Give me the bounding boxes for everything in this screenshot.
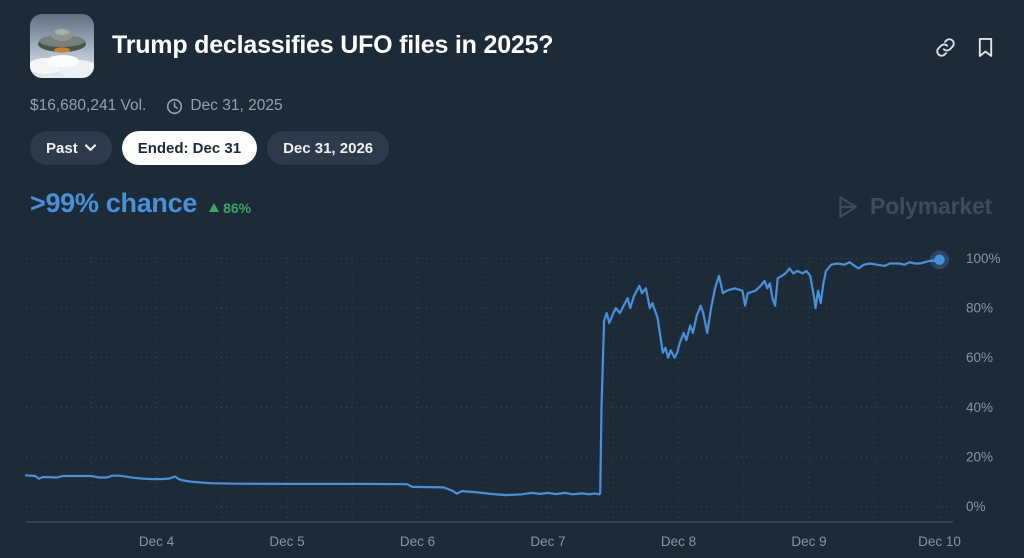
svg-text:40%: 40% bbox=[966, 400, 993, 415]
volume-label: $16,680,241 Vol. bbox=[30, 97, 147, 114]
ufo-image bbox=[30, 14, 94, 78]
svg-text:Dec 8: Dec 8 bbox=[661, 534, 696, 549]
market-thumbnail bbox=[30, 14, 94, 78]
x-axis-labels: Dec 4 Dec 5 Dec 6 Dec 7 Dec 8 Dec 9 Dec 10 bbox=[139, 534, 961, 549]
probability-line bbox=[24, 258, 941, 497]
svg-text:Dec 5: Dec 5 bbox=[269, 534, 304, 549]
svg-text:0%: 0% bbox=[966, 499, 986, 514]
dec-31-2026-button[interactable]: Dec 31, 2026 bbox=[267, 131, 390, 165]
past-dropdown[interactable]: Past bbox=[30, 131, 112, 165]
polymarket-watermark: Polymarket bbox=[835, 193, 992, 220]
header-actions bbox=[934, 36, 996, 58]
svg-text:Dec 7: Dec 7 bbox=[530, 534, 565, 549]
polymarket-logo-icon bbox=[839, 195, 857, 218]
chance-value: >99% chance bbox=[30, 188, 198, 218]
y-axis-labels: 0% 20% 40% 60% 80% 100% bbox=[966, 251, 1001, 514]
bookmark-icon[interactable] bbox=[974, 36, 996, 58]
svg-text:60%: 60% bbox=[966, 350, 993, 365]
svg-text:80%: 80% bbox=[966, 301, 993, 316]
ended-dec-31-button[interactable]: Ended: Dec 31 bbox=[121, 131, 258, 165]
svg-text:Dec 9: Dec 9 bbox=[791, 534, 826, 549]
chevron-down-icon bbox=[84, 144, 96, 151]
triangle-up-icon bbox=[209, 203, 220, 212]
end-marker-dot bbox=[934, 254, 945, 265]
ended-dec-31-label: Ended: Dec 31 bbox=[137, 139, 242, 157]
svg-text:Dec 4: Dec 4 bbox=[139, 534, 175, 549]
chance-row: >99% chance 86% bbox=[30, 188, 251, 219]
svg-text:100%: 100% bbox=[966, 251, 1001, 266]
polymarket-wordmark: Polymarket bbox=[869, 193, 992, 219]
timeframe-toolbar: Past Ended: Dec 31 Dec 31, 2026 bbox=[30, 131, 390, 165]
end-date-label: Dec 31, 2025 bbox=[190, 97, 283, 114]
svg-text:Dec 10: Dec 10 bbox=[918, 534, 961, 549]
svg-text:Dec 6: Dec 6 bbox=[400, 534, 435, 549]
link-icon[interactable] bbox=[934, 36, 956, 58]
page-title: Trump declassifies UFO files in 2025? bbox=[112, 31, 554, 59]
chance-change: 86% bbox=[209, 200, 251, 216]
chance-change-value: 86% bbox=[223, 199, 252, 216]
svg-text:20%: 20% bbox=[966, 449, 993, 464]
clock-icon bbox=[167, 98, 183, 114]
past-dropdown-label: Past bbox=[46, 139, 78, 157]
dec-31-2026-label: Dec 31, 2026 bbox=[283, 139, 374, 157]
market-meta: $16,680,241 Vol. Dec 31, 2025 bbox=[30, 97, 283, 115]
